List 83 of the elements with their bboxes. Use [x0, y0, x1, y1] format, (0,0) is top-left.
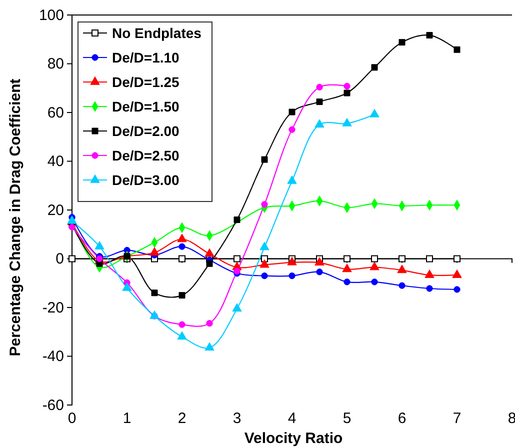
- point: [150, 247, 160, 256]
- point: [178, 292, 186, 299]
- point: [177, 234, 187, 242]
- point: [288, 126, 296, 133]
- legend-label: De/D=1.25: [112, 74, 180, 90]
- point: [316, 84, 323, 90]
- point: [397, 264, 407, 274]
- x-tick-label: 7: [452, 410, 462, 427]
- point: [370, 108, 380, 118]
- point: [342, 118, 352, 126]
- y-tick-label: 0: [56, 250, 64, 268]
- point: [261, 201, 268, 208]
- point: [316, 98, 323, 106]
- point: [454, 46, 460, 53]
- y-tick-label: 40: [47, 153, 64, 170]
- legend-label: De/D=3.00: [112, 172, 180, 188]
- point: [426, 32, 433, 38]
- point: [371, 64, 378, 71]
- y-tick-label: -40: [42, 348, 64, 366]
- point: [454, 286, 460, 293]
- point: [234, 216, 240, 223]
- point: [344, 255, 350, 262]
- legend-label: De/D=1.50: [112, 98, 180, 114]
- x-tick-label: 0: [68, 410, 76, 427]
- point: [124, 253, 130, 260]
- point: [452, 270, 462, 278]
- point: [94, 241, 104, 250]
- point: [344, 90, 350, 96]
- point: [398, 39, 406, 46]
- legend-label: De/D=2.00: [112, 123, 180, 139]
- point: [426, 285, 433, 292]
- point: [122, 282, 132, 291]
- point: [314, 257, 324, 266]
- y-tick-label: -60: [42, 396, 64, 414]
- point: [234, 268, 240, 275]
- point: [424, 270, 434, 278]
- y-tick-label: 60: [47, 104, 64, 122]
- point: [206, 260, 213, 267]
- point: [204, 342, 214, 351]
- x-tick-label: 1: [122, 410, 132, 427]
- point: [288, 272, 296, 280]
- y-tick-label: 80: [47, 56, 64, 73]
- y-tick-label: 100: [38, 6, 64, 24]
- point: [344, 278, 350, 286]
- point: [287, 175, 297, 184]
- point: [234, 255, 240, 262]
- point: [260, 259, 270, 268]
- point: [288, 108, 296, 116]
- x-tick-label: 6: [398, 410, 406, 427]
- point: [342, 264, 352, 272]
- point: [314, 119, 324, 128]
- point: [371, 255, 378, 262]
- point: [398, 282, 406, 289]
- point: [178, 321, 186, 328]
- point: [204, 248, 214, 257]
- point: [261, 272, 268, 280]
- x-tick-label: 4: [288, 410, 296, 427]
- point: [178, 243, 186, 250]
- point: [344, 82, 350, 90]
- point: [287, 256, 297, 266]
- point: [371, 278, 378, 286]
- y-axis-title: Percentage Change in Drag Coefficient: [7, 78, 24, 356]
- point: [206, 320, 213, 327]
- point: [316, 268, 323, 276]
- point: [398, 255, 406, 262]
- y-tick-label: 20: [47, 202, 64, 219]
- point: [260, 242, 270, 250]
- y-tick-label: -20: [42, 299, 64, 316]
- point: [232, 303, 242, 312]
- legend-label: De/D=2.50: [112, 148, 180, 164]
- legend-label: No Endplates: [112, 25, 202, 41]
- x-tick-label: 3: [232, 410, 242, 427]
- x-tick-label: 5: [342, 410, 352, 427]
- x-axis-title: Velocity Ratio: [244, 430, 343, 447]
- x-tick-label: 2: [178, 410, 186, 427]
- point: [178, 255, 186, 262]
- point: [370, 262, 380, 270]
- point: [261, 156, 268, 163]
- point: [426, 255, 433, 262]
- legend-label: De/D=1.10: [112, 50, 180, 66]
- point: [151, 290, 158, 296]
- point: [177, 331, 187, 340]
- point: [68, 224, 76, 230]
